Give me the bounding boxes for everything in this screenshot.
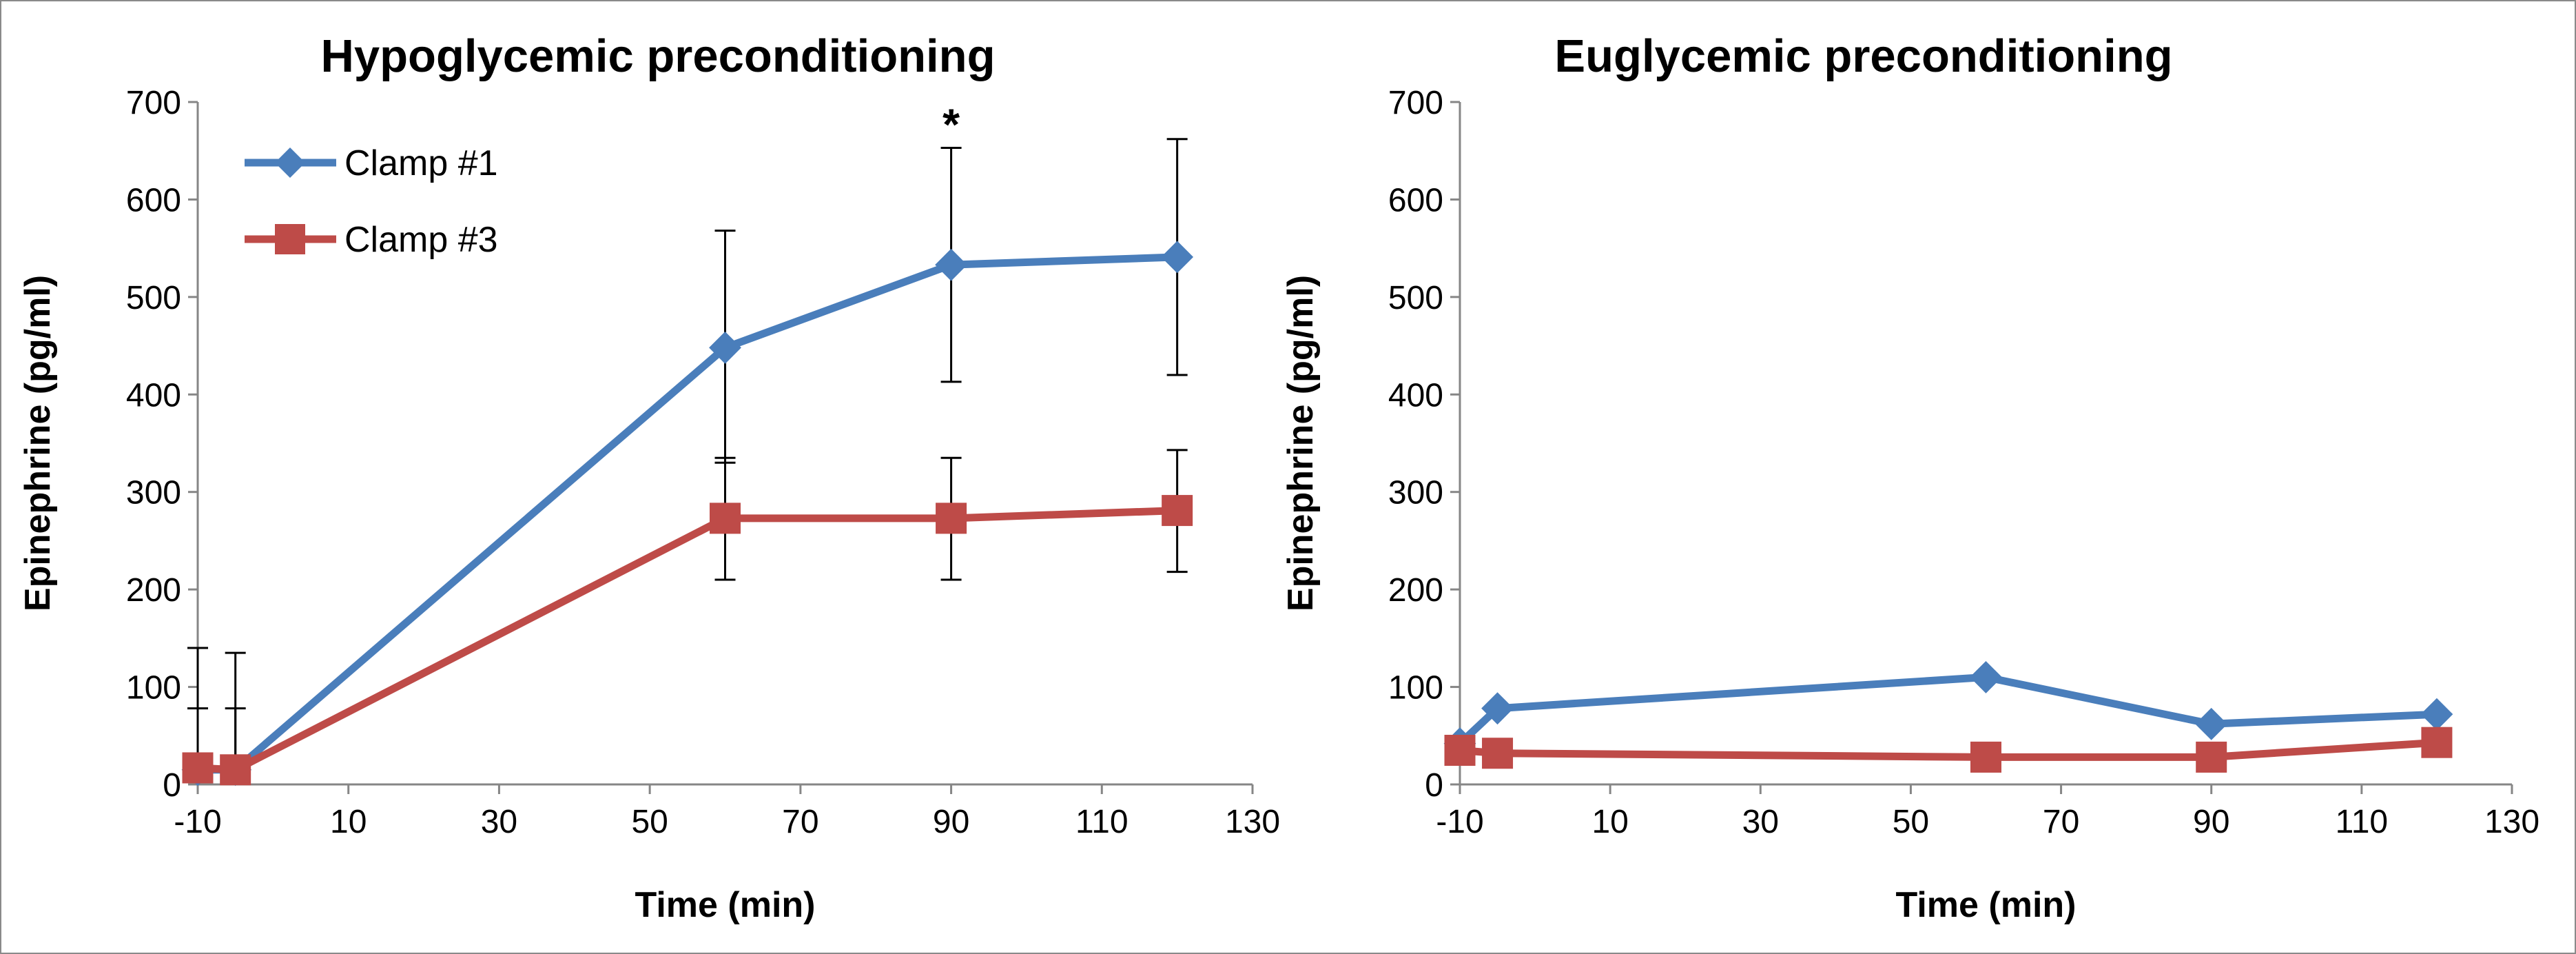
y-tick-label: 400	[126, 377, 181, 414]
legend-label: Clamp #3	[344, 220, 498, 260]
data-point-diamond	[1481, 692, 1514, 725]
x-tick-label: 10	[330, 804, 367, 840]
x-tick-label: 90	[933, 804, 969, 840]
series-1	[1443, 661, 2453, 760]
data-point-square	[936, 503, 967, 534]
chart-panel-1: 0 100 200 300 400 500 600 700 -10 10 30 50 70 90 110 13…	[18, 30, 1280, 925]
legend-marker-diamond	[275, 148, 305, 178]
y-tick-label: 300	[1388, 475, 1443, 511]
x-tick-label: 70	[782, 804, 818, 840]
x-tick-label: 110	[1075, 804, 1129, 840]
data-point-diamond	[709, 331, 741, 364]
data-point-square	[182, 752, 214, 784]
y-tick-label: 700	[126, 85, 181, 121]
significance-asterisk: *	[942, 99, 960, 149]
data-point-diamond	[1970, 661, 2002, 693]
x-tick-label: 30	[1742, 804, 1779, 840]
legend-item-1: Clamp #1	[245, 143, 498, 183]
x-axis-title: Time (min)	[635, 885, 816, 925]
legend-item-2: Clamp #3	[245, 220, 498, 260]
data-point-square	[1970, 741, 2001, 773]
series-2	[1444, 727, 2453, 773]
y-axis-title: Epinephrine (pg/ml)	[1281, 275, 1321, 611]
data-point-diamond	[1161, 241, 1194, 274]
data-point-square	[2196, 741, 2227, 773]
y-tick-label: 0	[1425, 767, 1443, 804]
x-tick-label: 130	[1225, 804, 1280, 840]
chart-panel-2: 0 100 200 300 400 500 600 700 -10 10 30 50 70 90 110 13…	[1281, 30, 2539, 925]
series-line	[197, 507, 1177, 774]
y-tick-label: 200	[126, 572, 181, 609]
y-axis-title: Epinephrine (pg/ml)	[18, 275, 58, 611]
y-tick-label: 0	[163, 767, 181, 804]
chart-title: Euglycemic preconditioning	[1554, 30, 2172, 82]
data-point-square	[1444, 735, 1476, 766]
x-axis-title: Time (min)	[1896, 885, 2077, 925]
data-point-square	[220, 754, 251, 786]
y-tick-label: 500	[126, 280, 181, 316]
data-point-square	[1482, 738, 1514, 769]
legend-label: Clamp #1	[344, 143, 498, 183]
y-tick-label: 600	[1388, 182, 1443, 219]
y-tick-label: 300	[126, 475, 181, 511]
x-tick-label: 90	[2193, 804, 2229, 840]
y-tick-label: 700	[1388, 85, 1443, 121]
x-tick-label: -10	[1436, 804, 1483, 840]
y-tick-label: 100	[1388, 670, 1443, 707]
data-point-square	[710, 503, 741, 534]
y-tick-label: 400	[1388, 377, 1443, 414]
data-point-square	[2421, 727, 2453, 758]
series-line	[1459, 738, 2438, 761]
data-point-square	[1162, 495, 1193, 527]
data-point-diamond	[2195, 707, 2228, 740]
series-line	[1457, 673, 2438, 747]
y-tick-label: 100	[126, 670, 181, 707]
series-2	[182, 449, 1193, 786]
x-tick-label: 50	[1893, 804, 1929, 840]
x-tick-label: -10	[174, 804, 221, 840]
chart-title: Hypoglycemic preconditioning	[320, 30, 995, 82]
y-tick-label: 600	[126, 182, 181, 219]
y-tick-label: 200	[1388, 572, 1443, 609]
x-tick-label: 50	[631, 804, 668, 840]
data-point-diamond	[2420, 698, 2453, 731]
x-tick-label: 130	[2484, 804, 2539, 840]
x-tick-label: 70	[2043, 804, 2079, 840]
data-point-diamond	[935, 248, 967, 281]
x-tick-label: 10	[1591, 804, 1628, 840]
x-tick-label: 110	[2336, 804, 2389, 840]
x-tick-label: 30	[481, 804, 517, 840]
legend-marker-square	[275, 224, 305, 254]
y-tick-label: 500	[1388, 280, 1443, 316]
